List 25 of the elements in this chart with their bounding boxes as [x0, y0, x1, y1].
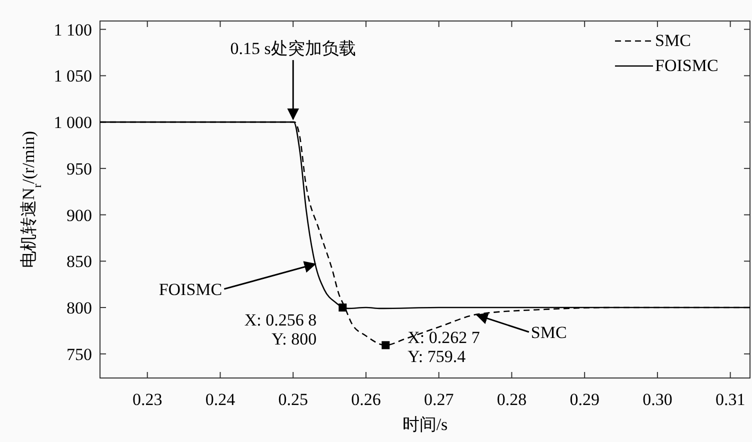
y-tick-label: 750	[66, 344, 92, 364]
y-tick-label: 800	[66, 298, 92, 318]
legend-label: SMC	[655, 31, 691, 50]
y-tick-label: 1 050	[54, 66, 92, 86]
y-tick-label: 900	[66, 206, 92, 225]
x-tick-label: 0.30	[642, 390, 672, 409]
y-tick-label: 1 000	[54, 113, 92, 132]
annotation: SMC	[530, 323, 567, 342]
x-tick-label: 0.25	[278, 390, 308, 409]
annotation: X: 0.262 7 Y: 759.4	[408, 328, 480, 366]
annotation: X: 0.256 8 Y: 800	[244, 310, 317, 349]
x-tick-label: 0.24	[205, 390, 236, 409]
x-tick-label: 0.26	[351, 390, 381, 409]
x-tick-label: 0.27	[424, 390, 454, 409]
y-tick-label: 1 100	[54, 20, 92, 40]
y-tick-label: 950	[66, 159, 92, 178]
annotation: FOISMC	[158, 280, 222, 300]
x-tick-label: 0.23	[132, 390, 162, 409]
x-tick-label: 0.29	[570, 390, 600, 409]
legend-label: FOISMC	[655, 56, 718, 75]
x-axis-title: 时间/s	[402, 415, 448, 434]
x-tick-label: 0.31	[715, 390, 746, 409]
x-tick-label: 0.28	[496, 390, 527, 409]
annotation: 0.15 s处突加负载	[230, 39, 356, 58]
y-tick-label: 850	[66, 252, 92, 272]
